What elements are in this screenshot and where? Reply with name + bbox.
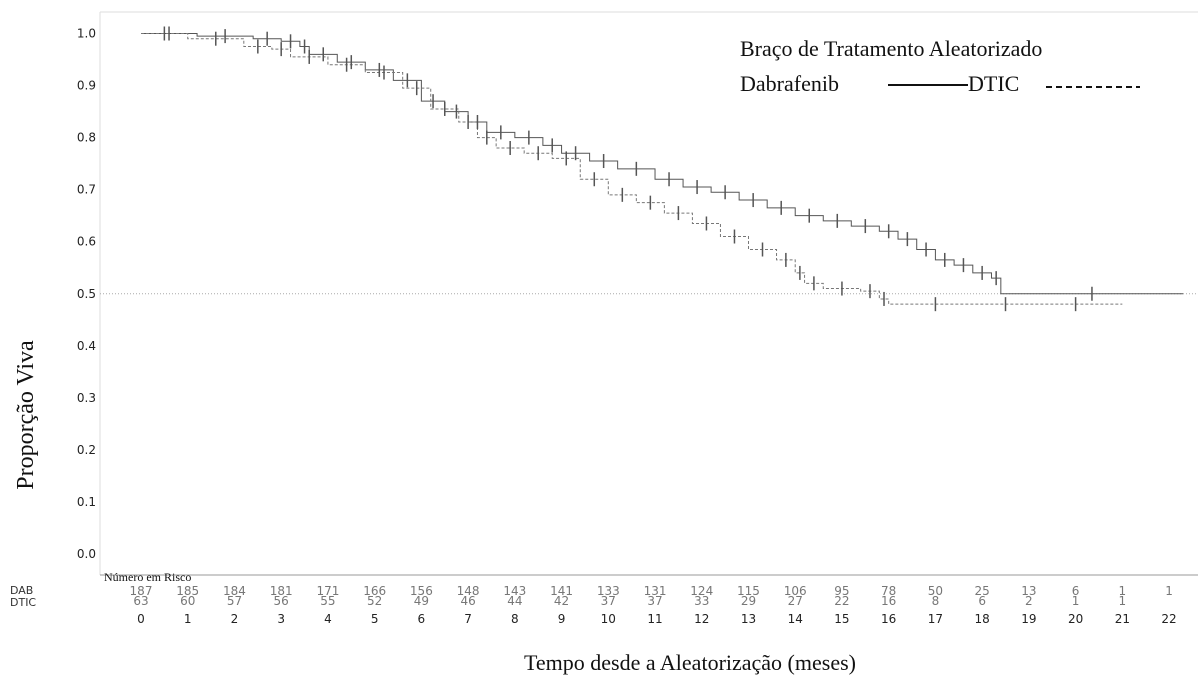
legend: Braço de Tratamento Aleatorizado Dabrafe…: [740, 36, 1140, 96]
legend-entry-dabrafenib: Dabrafenib: [740, 71, 839, 96]
risk-value-dab: 78: [881, 584, 896, 598]
survival-curves: [141, 33, 1184, 305]
y-tick-label: 0.8: [77, 131, 96, 145]
risk-value-dtic: 16: [881, 594, 896, 608]
x-tick-label: 18: [974, 612, 989, 626]
x-tick-label: 16: [881, 612, 896, 626]
risk-row-label-dtic: DTIC: [10, 596, 36, 609]
x-tick-label: 12: [694, 612, 709, 626]
risk-value-dtic: 42: [554, 594, 569, 608]
x-tick-label: 14: [788, 612, 803, 626]
risk-value-dtic: 33: [694, 594, 709, 608]
risk-value-dtic: 2: [1025, 594, 1033, 608]
risk-value-dab: 95: [834, 584, 849, 598]
x-tick-label: 13: [741, 612, 756, 626]
risk-value-dab: 156: [410, 584, 433, 598]
y-tick-label: 0.4: [77, 339, 96, 353]
risk-value-dab: 25: [974, 584, 989, 598]
x-tick-label: 20: [1068, 612, 1083, 626]
x-tick-label: 4: [324, 612, 332, 626]
x-tick-label: 10: [601, 612, 616, 626]
risk-value-dtic: 1: [1072, 594, 1080, 608]
x-tick-labels: 0 1 2 3 4 5 6 7 8 9 10 11 12 13 14 15 16 17 18 19 20 21 22: [137, 612, 1177, 626]
y-tick-label: 0.6: [77, 235, 96, 249]
y-tick-labels: 0.0 0.1 0.2 0.3 0.4 0.5 0.6 0.7 0.8 0.9 1.0: [77, 27, 96, 562]
risk-value-dtic: 63: [133, 594, 148, 608]
risk-value-dtic: 49: [414, 594, 429, 608]
risk-value-dab: 124: [690, 584, 713, 598]
y-tick-label: 0.2: [77, 443, 96, 457]
risk-value-dtic: 1: [1119, 594, 1127, 608]
risk-value-dab: 13: [1021, 584, 1036, 598]
risk-table: Número em Risco DAB DTIC 187 185 184 181 171…: [10, 570, 1173, 609]
x-tick-label: 3: [277, 612, 285, 626]
risk-value-dab: 115: [737, 584, 760, 598]
x-tick-label: 7: [464, 612, 472, 626]
risk-value-dtic: 6: [978, 594, 986, 608]
x-tick-label: 2: [231, 612, 239, 626]
y-tick-label: 0.3: [77, 391, 96, 405]
risk-value-dtic: 57: [227, 594, 242, 608]
risk-value-dab: 185: [176, 584, 199, 598]
risk-value-dab: 1: [1165, 584, 1173, 598]
risk-value-dtic: 8: [932, 594, 940, 608]
y-tick-label: 1.0: [77, 27, 96, 41]
x-tick-label: 15: [834, 612, 849, 626]
risk-value-dtic: 27: [788, 594, 803, 608]
x-tick-label: 11: [647, 612, 662, 626]
x-tick-label: 19: [1021, 612, 1036, 626]
x-tick-label: 5: [371, 612, 379, 626]
risk-value-dtic: 44: [507, 594, 522, 608]
risk-value-dab: 106: [784, 584, 807, 598]
risk-value-dab: 133: [597, 584, 620, 598]
risk-value-dab: 50: [928, 584, 943, 598]
risk-table-values: 187 185 184 181 171 166 156 148 143 141 133 131 124 1…: [130, 584, 1173, 608]
curve-dabrafenib: [141, 33, 1184, 295]
y-tick-label: 0.1: [77, 495, 96, 509]
risk-value-dab: 6: [1072, 584, 1080, 598]
risk-value-dab: 141: [550, 584, 573, 598]
risk-value-dtic: 29: [741, 594, 756, 608]
y-tick-label: 0.0: [77, 547, 96, 561]
risk-value-dtic: 60: [180, 594, 195, 608]
risk-value-dab: 187: [130, 584, 153, 598]
y-axis-label: Proporção Viva: [13, 340, 39, 490]
risk-value-dab: 166: [363, 584, 386, 598]
x-tick-label: 8: [511, 612, 519, 626]
risk-value-dtic: 56: [274, 594, 289, 608]
risk-table-title: Número em Risco: [104, 570, 191, 584]
x-tick-label: 0: [137, 612, 145, 626]
risk-value-dtic: 52: [367, 594, 382, 608]
x-tick-label: 21: [1115, 612, 1130, 626]
legend-entry-dtic: DTIC: [968, 71, 1019, 96]
risk-value-dtic: 22: [834, 594, 849, 608]
risk-row-label-dab: DAB: [10, 584, 33, 597]
y-tick-label: 0.5: [77, 287, 96, 301]
x-tick-label: 17: [928, 612, 943, 626]
risk-value-dab: 171: [316, 584, 339, 598]
x-tick-label: 1: [184, 612, 192, 626]
y-tick-label: 0.7: [77, 183, 96, 197]
risk-value-dab: 181: [270, 584, 293, 598]
risk-value-dtic: 46: [460, 594, 475, 608]
x-tick-label: 9: [558, 612, 566, 626]
y-tick-label: 0.9: [77, 79, 96, 93]
x-tick-label: 6: [418, 612, 426, 626]
risk-value-dab: 148: [457, 584, 480, 598]
risk-value-dtic: 55: [320, 594, 335, 608]
x-axis-label: Tempo desde a Aleatorização (meses): [524, 650, 856, 675]
risk-value-dab: 131: [644, 584, 667, 598]
risk-value-dtic: 37: [647, 594, 662, 608]
risk-value-dab: 143: [503, 584, 526, 598]
risk-value-dab: 184: [223, 584, 246, 598]
risk-value-dtic: 37: [601, 594, 616, 608]
censor-marks: [163, 26, 1093, 312]
x-tick-label: 22: [1161, 612, 1176, 626]
legend-title: Braço de Tratamento Aleatorizado: [740, 36, 1042, 61]
risk-value-dab: 1: [1119, 584, 1127, 598]
